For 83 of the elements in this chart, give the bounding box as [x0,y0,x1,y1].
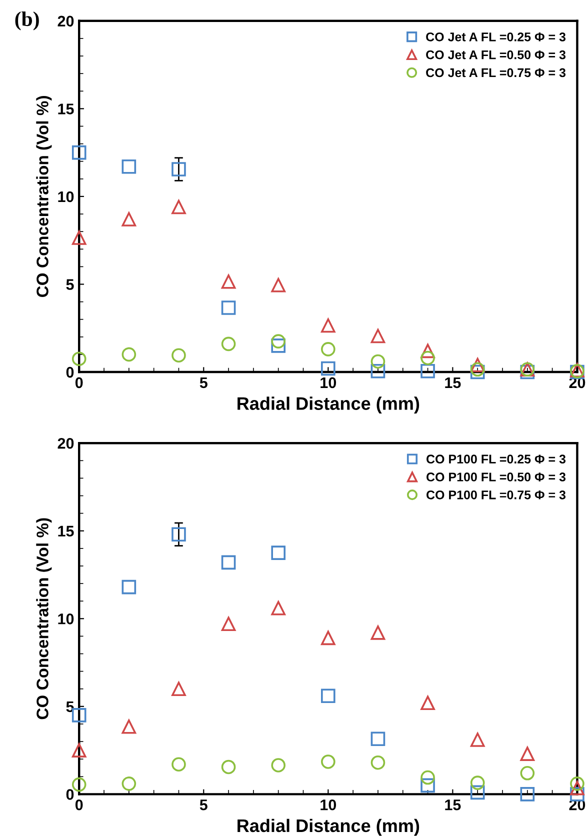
point [370,354,386,369]
point [271,546,286,560]
x-tick-label: 5 [200,377,208,388]
y-tick-label: 0 [66,789,74,800]
point [221,760,236,774]
legend-label: CO Jet A FL =0.50 Φ = 3 [426,50,566,60]
y-tick-label: 10 [58,191,74,202]
legend-label: CO Jet A FL =0.75 Φ = 3 [426,68,566,78]
point [370,755,386,770]
point [122,719,136,734]
y-axis-title: CO Concentration (Vol %) [36,96,52,298]
x-tick-label: 0 [75,799,83,810]
point [172,527,186,542]
y-tick-label: 10 [58,614,74,624]
point [122,347,136,362]
point [172,682,186,696]
point [72,352,86,366]
point [370,328,386,344]
point [520,746,535,761]
point [420,696,435,710]
point [470,776,485,790]
point [470,358,485,372]
y-tick-label: 0 [66,366,74,378]
point [221,616,236,632]
x-tick-label: 15 [445,377,461,388]
point [420,350,435,366]
point [271,278,286,292]
legend-label: CO P100 FL =0.50 Φ = 3 [426,472,566,482]
point [122,159,136,174]
point [172,757,186,772]
point [72,743,86,758]
point [122,580,136,594]
point [122,776,136,791]
point [420,778,435,793]
y-tick-label: 15 [58,104,74,114]
point [370,732,386,746]
point [321,318,336,333]
x-tick-label: 15 [445,800,461,810]
point [321,342,336,356]
x-axis-title: Radial Distance (mm) [238,818,420,836]
legend-label: CO Jet A FL =0.25 Φ = 3 [426,32,566,42]
x-tick-label: 10 [320,377,336,388]
y-tick-label: 15 [58,526,74,537]
point [470,732,485,747]
x-tick-label: 5 [200,800,208,810]
point [570,776,584,791]
point [221,300,236,315]
point [221,336,236,352]
legend-label: CO P100 FL =0.75 Φ = 3 [426,490,566,500]
point [321,754,336,769]
point [520,766,535,780]
point [72,145,86,160]
point [221,274,236,289]
y-tick-label: 20 [58,16,74,27]
point [520,787,535,802]
point [72,230,86,245]
x-axis-title: Radial Distance (mm) [238,396,420,414]
point [271,338,286,353]
y-tick-label: 5 [66,279,74,290]
point [172,162,186,176]
point [172,200,186,214]
x-tick-label: 10 [320,799,336,810]
point [271,758,286,772]
point [420,364,435,378]
point [420,344,435,358]
point [470,785,485,800]
legend-label: CO P100 FL =0.25 Φ = 3 [426,454,566,464]
text: (b) [15,11,39,30]
point [420,770,435,785]
point [271,334,286,348]
point [570,780,584,796]
point [370,626,386,640]
point [172,348,186,362]
point [122,212,136,226]
point [321,630,336,646]
point [271,600,286,616]
point [221,555,236,570]
point [321,688,336,704]
x-tick-label: 0 [75,377,83,388]
point [321,361,336,376]
point [370,364,386,378]
y-axis-title: CO Concentration (Vol %) [36,518,52,720]
y-tick-label: 20 [58,438,74,449]
